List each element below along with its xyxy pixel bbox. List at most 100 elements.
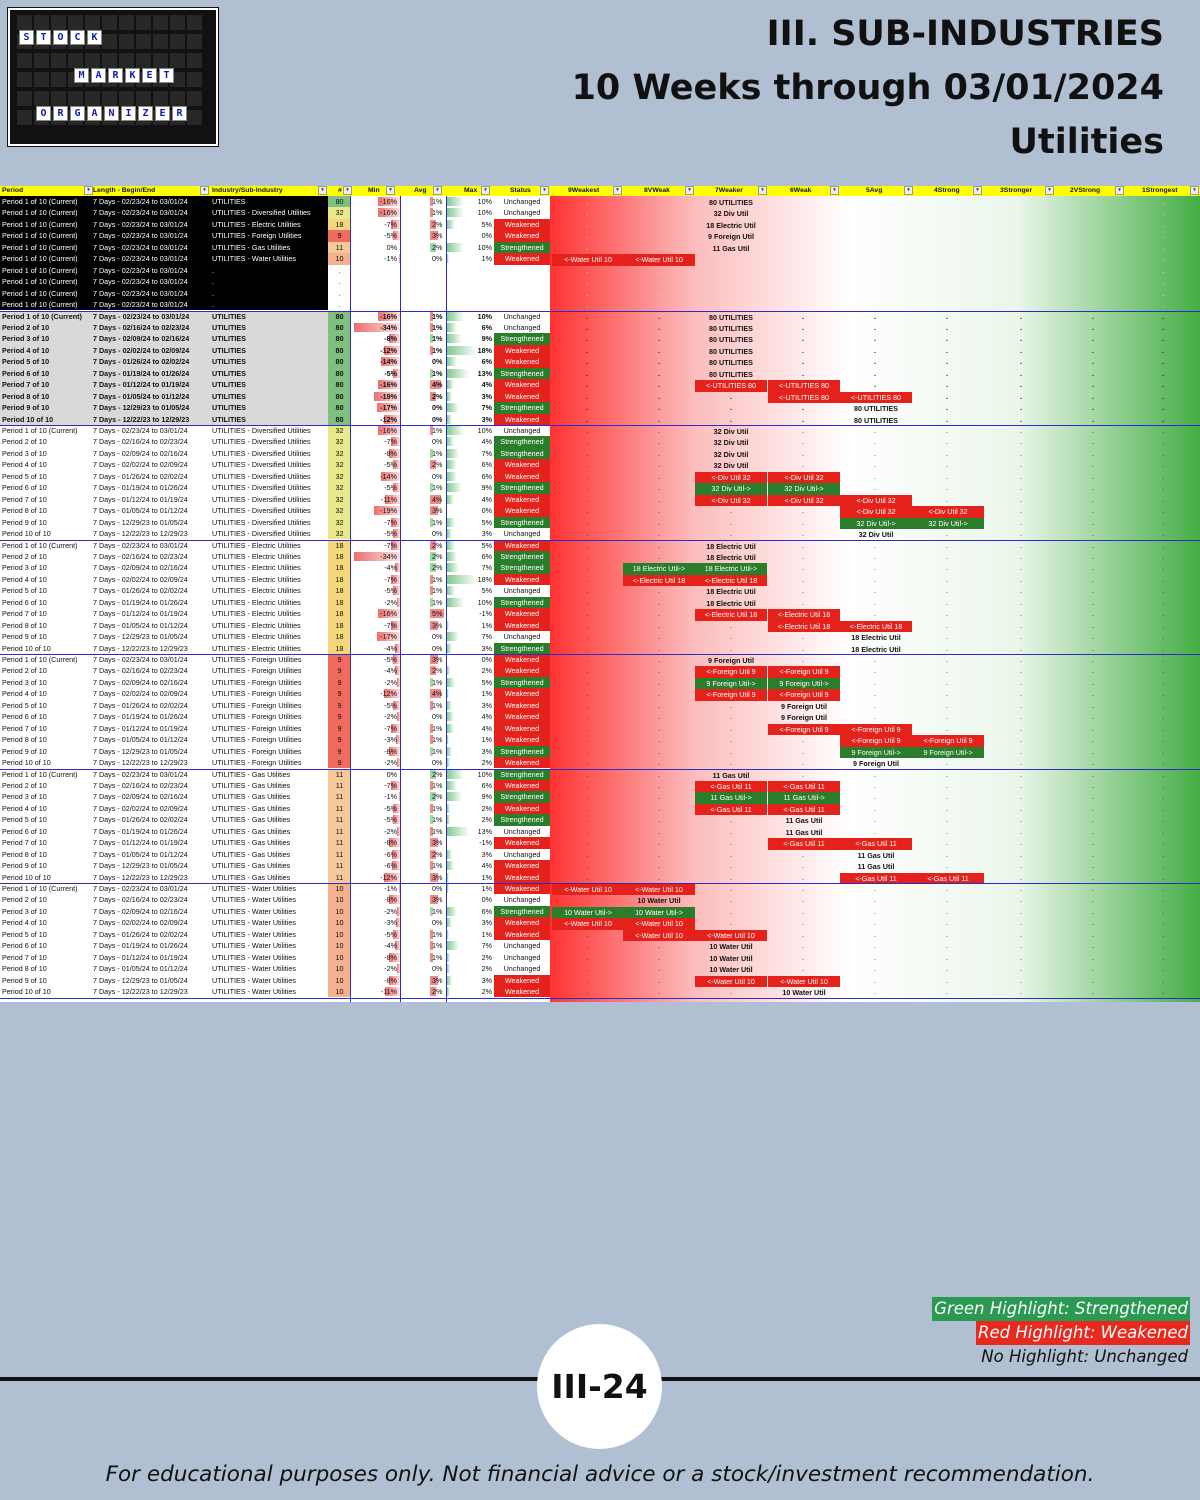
length-cell: 7 Days - 01/12/24 to 01/19/24 (93, 723, 188, 733)
filter-dropdown-button[interactable]: ▾ (613, 186, 622, 195)
column-header: 3Stronger (1000, 187, 1033, 194)
avg-bar (430, 391, 436, 401)
max-value: 5% (481, 219, 492, 229)
avg-value: 1% (432, 746, 443, 756)
count-cell: 32 (328, 459, 351, 471)
empty-rank-marker: . (1162, 849, 1164, 859)
empty-rank-marker: . (874, 197, 876, 206)
filter-dropdown-button[interactable]: ▾ (1045, 186, 1054, 195)
avg-cell: 2% (400, 986, 446, 998)
min-cell: -8% (350, 974, 400, 987)
empty-rank-marker: . (586, 517, 588, 527)
empty-rank-marker: . (1020, 483, 1022, 493)
empty-rank-marker: . (1020, 964, 1022, 974)
empty-rank-marker: . (1092, 884, 1094, 893)
avg-value: 0% (432, 414, 443, 424)
max-cell: 3% (446, 390, 495, 403)
filter-dropdown-button[interactable]: ▾ (318, 186, 327, 195)
filter-dropdown-button[interactable]: ▾ (200, 186, 209, 195)
industry-cell: UTILITIES (212, 345, 246, 355)
empty-rank-marker: . (874, 311, 876, 321)
filter-dropdown-button[interactable]: ▾ (540, 186, 549, 195)
filter-dropdown-button[interactable]: ▾ (904, 186, 913, 195)
max-value: 10% (477, 769, 492, 779)
empty-rank-marker: . (1092, 803, 1094, 813)
length-cell: 7 Days - 01/19/24 to 01/26/24 (93, 826, 188, 836)
count-cell: 18 (328, 573, 351, 586)
length-cell: 7 Days - 01/05/24 to 01/12/24 (93, 391, 190, 401)
table-row: Period 4 of 10 7 Days - 02/02/24 to 02/09… (0, 573, 1200, 587)
avg-bar (430, 677, 433, 687)
avg-cell: 2% (400, 768, 446, 780)
max-bar (447, 219, 456, 229)
period-cell: Period 1 of 10 (Current) (2, 219, 78, 229)
period-cell: Period 3 of 10 (2, 448, 47, 458)
empty-rank-marker: . (1020, 861, 1022, 871)
empty-rank-marker: . (658, 952, 660, 962)
empty-rank-marker: . (1092, 254, 1094, 264)
max-bar (447, 643, 452, 653)
min-cell: -12% (350, 344, 400, 357)
length-cell: 7 Days - 02/23/24 to 03/01/24 (93, 265, 188, 275)
empty-rank-marker: . (946, 861, 948, 871)
filter-dropdown-button[interactable]: ▾ (386, 186, 395, 195)
avg-bar (430, 803, 433, 813)
max-bar (447, 494, 454, 504)
count-cell: 10 (328, 940, 351, 952)
filter-dropdown-button[interactable]: ▾ (758, 186, 767, 195)
length-cell: 7 Days - 12/29/23 to 01/05/24 (93, 517, 188, 527)
industry-cell: UTILITIES - Water Utilities (212, 254, 296, 264)
max-value: 5% (481, 677, 492, 687)
min-bar (378, 208, 400, 218)
empty-rank-marker: . (730, 838, 732, 848)
min-cell: -5% (350, 367, 400, 380)
empty-rank-marker: . (1092, 391, 1094, 401)
avg-cell: 1% (400, 676, 446, 689)
min-value: -7% (384, 437, 397, 447)
period-cell: Period 2 of 10 (2, 551, 47, 561)
filter-dropdown-button[interactable]: ▾ (973, 186, 982, 195)
rank-label: <-Gas Util 11 (912, 872, 984, 884)
min-value: -4% (384, 563, 397, 573)
column-separator (446, 196, 447, 1002)
status-cell: Weakened (494, 344, 550, 357)
length-cell: 7 Days - 01/05/24 to 01/12/24 (93, 620, 188, 630)
empty-rank-marker: . (874, 815, 876, 825)
empty-rank-marker: . (1020, 952, 1022, 962)
min-bar (397, 677, 400, 687)
period-cell: Period 2 of 10 (2, 437, 47, 447)
avg-value: 3% (432, 975, 443, 985)
min-bar (393, 929, 400, 939)
empty-rank-marker: . (658, 460, 660, 470)
filter-dropdown-button[interactable]: ▾ (685, 186, 694, 195)
filter-dropdown-button[interactable]: ▾ (433, 186, 442, 195)
filter-dropdown-button[interactable]: ▾ (84, 186, 93, 195)
min-value: -19% (380, 391, 397, 401)
rank-label: 10 Water Util-> (552, 906, 624, 919)
empty-rank-marker: . (1092, 563, 1094, 573)
filter-dropdown-button[interactable]: ▾ (1115, 186, 1124, 195)
empty-rank-marker: . (802, 643, 804, 653)
industry-cell: UTILITIES - Electric Utilities (212, 609, 301, 619)
industry-cell: UTILITIES - Foreign Utilities (212, 677, 302, 687)
filter-dropdown-button[interactable]: ▾ (343, 186, 352, 195)
empty-rank-marker: . (1092, 609, 1094, 619)
min-value: -11% (380, 494, 397, 504)
empty-rank-marker: . (586, 838, 588, 848)
empty-rank-marker: . (874, 551, 876, 561)
filter-dropdown-button[interactable]: ▾ (1190, 186, 1199, 195)
table-row: Period 7 of 10 7 Days - 01/12/24 to 01/19… (0, 722, 1200, 736)
period-cell: Period 9 of 10 (2, 517, 47, 527)
max-bar (447, 460, 457, 470)
empty-rank-marker: . (946, 219, 948, 229)
empty-rank-marker: . (1020, 563, 1022, 573)
filter-dropdown-button[interactable]: ▾ (830, 186, 839, 195)
industry-cell: UTILITIES - Water Utilities (212, 964, 296, 974)
min-bar (393, 460, 400, 470)
filter-dropdown-button[interactable]: ▾ (481, 186, 490, 195)
empty-rank-marker: . (874, 426, 876, 435)
max-bar (447, 975, 452, 985)
max-cell: 6% (446, 550, 495, 563)
empty-rank-marker: . (946, 242, 948, 252)
avg-value: 1% (432, 197, 443, 206)
